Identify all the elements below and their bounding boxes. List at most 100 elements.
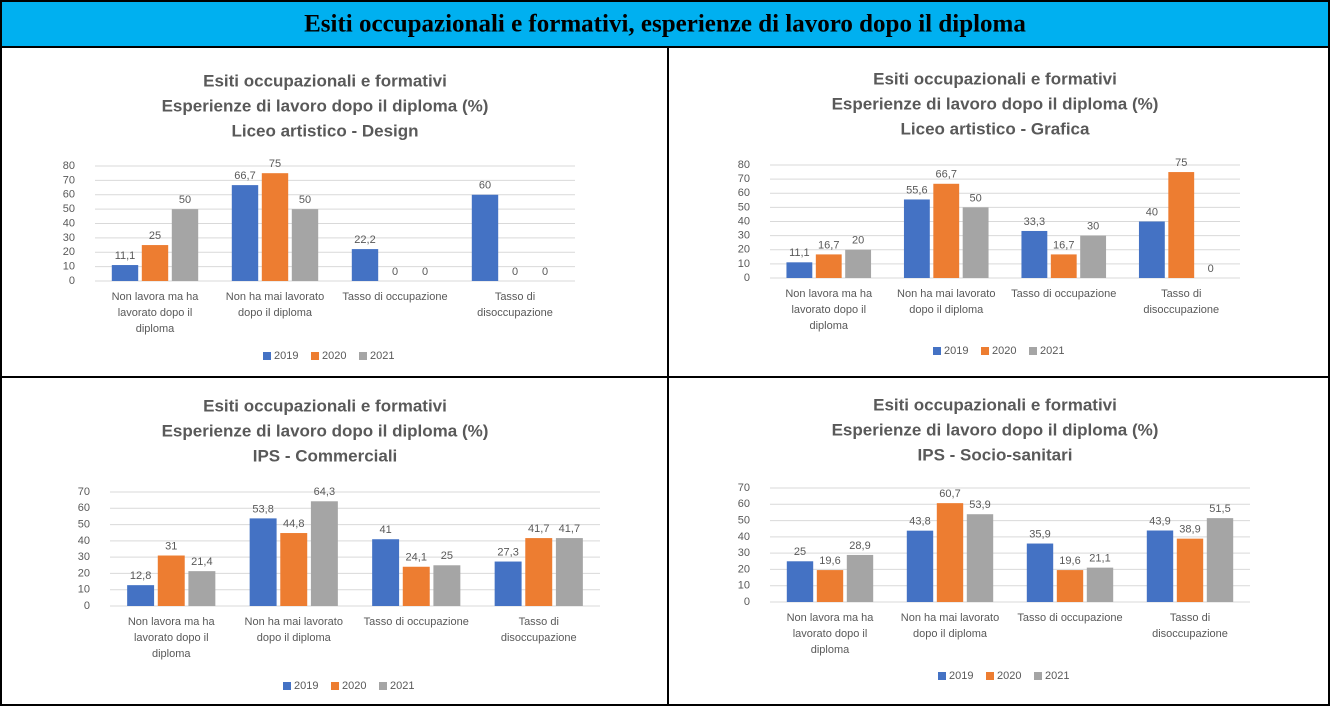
bar <box>1021 230 1048 278</box>
value-label: 60,7 <box>939 488 960 500</box>
bar <box>231 185 259 281</box>
value-label: 16,7 <box>818 239 839 251</box>
y-tick-label: 10 <box>738 258 750 270</box>
value-label: 0 <box>422 266 428 278</box>
value-label: 25 <box>441 550 453 562</box>
value-label: 11,1 <box>115 250 136 262</box>
value-label: 22,2 <box>354 234 375 246</box>
legend-swatch <box>283 682 291 690</box>
legend-label: 2021 <box>1040 345 1064 357</box>
bar <box>1086 567 1114 602</box>
value-label: 43,9 <box>1149 515 1170 527</box>
bar <box>906 530 934 602</box>
bar <box>845 249 872 278</box>
y-tick-label: 50 <box>63 203 75 215</box>
value-label: 75 <box>269 158 281 170</box>
x-tick-label: Tasso di disoccupazione <box>1143 288 1219 316</box>
bar <box>786 262 813 278</box>
y-tick-label: 60 <box>78 502 90 514</box>
chart-title: IPS - Commerciali <box>253 446 398 465</box>
legend-swatch <box>359 352 367 360</box>
value-label: 16,7 <box>1053 239 1074 251</box>
x-tick-label: Tasso di occupazione <box>1017 612 1122 624</box>
x-tick-label: Tasso di occupazione <box>364 616 469 628</box>
y-tick-label: 80 <box>738 159 750 171</box>
legend-swatch <box>311 352 319 360</box>
bar <box>402 566 430 606</box>
value-label: 50 <box>970 192 982 204</box>
bar <box>555 538 583 606</box>
y-tick-label: 20 <box>63 246 75 258</box>
legend-swatch <box>981 347 989 355</box>
x-tick-label: Tasso di occupazione <box>1011 288 1116 300</box>
value-label: 25 <box>794 546 806 558</box>
y-tick-label: 10 <box>738 580 750 592</box>
value-label: 0 <box>392 266 398 278</box>
y-tick-label: 50 <box>738 201 750 213</box>
bar <box>372 539 400 606</box>
y-tick-label: 50 <box>738 514 750 526</box>
chart-title: Esperienze di lavoro dopo il diploma (%) <box>162 421 489 440</box>
value-label: 40 <box>1146 206 1158 218</box>
header-title: Esiti occupazionali e formativi, esperie… <box>304 11 1026 38</box>
value-label: 0 <box>512 266 518 278</box>
y-tick-label: 10 <box>63 261 75 273</box>
x-tick-label: Tasso di disoccupazione <box>477 291 553 319</box>
y-tick-label: 60 <box>738 187 750 199</box>
value-label: 33,3 <box>1024 216 1045 228</box>
bar <box>127 585 155 606</box>
value-label: 19,6 <box>1059 555 1080 567</box>
chart-title: Liceo artistico - Grafica <box>901 119 1090 138</box>
y-tick-label: 0 <box>744 272 750 284</box>
y-tick-label: 30 <box>63 232 75 244</box>
bar <box>261 173 289 281</box>
value-label: 51,5 <box>1209 503 1230 515</box>
y-tick-label: 0 <box>69 275 75 287</box>
legend-label: 2019 <box>949 670 973 682</box>
y-tick-label: 30 <box>78 551 90 563</box>
bar <box>433 565 461 606</box>
bar <box>351 249 379 281</box>
value-label: 30 <box>1087 221 1099 233</box>
bar <box>1056 570 1084 602</box>
legend-label: 2020 <box>992 345 1016 357</box>
bar <box>903 199 930 278</box>
value-label: 50 <box>179 194 191 206</box>
bar <box>846 554 874 602</box>
value-label: 35,9 <box>1029 528 1050 540</box>
legend-label: 2019 <box>274 350 298 362</box>
y-tick-label: 40 <box>78 535 90 547</box>
value-label: 21,1 <box>1089 553 1110 565</box>
bar <box>291 209 319 281</box>
bar <box>525 538 553 606</box>
value-label: 60 <box>479 180 491 192</box>
y-tick-label: 20 <box>78 567 90 579</box>
value-label: 11,1 <box>789 247 810 259</box>
y-tick-label: 0 <box>84 600 90 612</box>
y-tick-label: 30 <box>738 547 750 559</box>
legend-swatch <box>938 672 946 680</box>
x-tick-label: Non lavora ma ha lavorato dopo il diploma <box>787 612 875 656</box>
bar <box>816 570 844 602</box>
y-tick-label: 20 <box>738 244 750 256</box>
legend-label: 2021 <box>370 350 394 362</box>
chart-title: Esiti occupazionali e formativi <box>873 69 1117 88</box>
bar <box>310 501 338 606</box>
bar <box>1168 172 1195 278</box>
value-label: 41 <box>380 524 392 536</box>
bar <box>471 194 499 281</box>
bar <box>1146 530 1174 602</box>
value-label: 66,7 <box>936 169 957 181</box>
value-label: 53,8 <box>252 503 273 515</box>
x-tick-label: Tasso di occupazione <box>342 291 447 303</box>
value-label: 50 <box>299 194 311 206</box>
x-tick-label: Non lavora ma ha lavorato dopo il diploma <box>128 616 216 660</box>
legend-label: 2021 <box>1045 670 1069 682</box>
y-tick-label: 50 <box>78 518 90 530</box>
y-tick-label: 80 <box>63 160 75 172</box>
legend-swatch <box>1029 347 1037 355</box>
legend-swatch <box>986 672 994 680</box>
bar <box>786 561 814 602</box>
bar <box>1050 254 1077 278</box>
bar <box>1138 221 1165 278</box>
